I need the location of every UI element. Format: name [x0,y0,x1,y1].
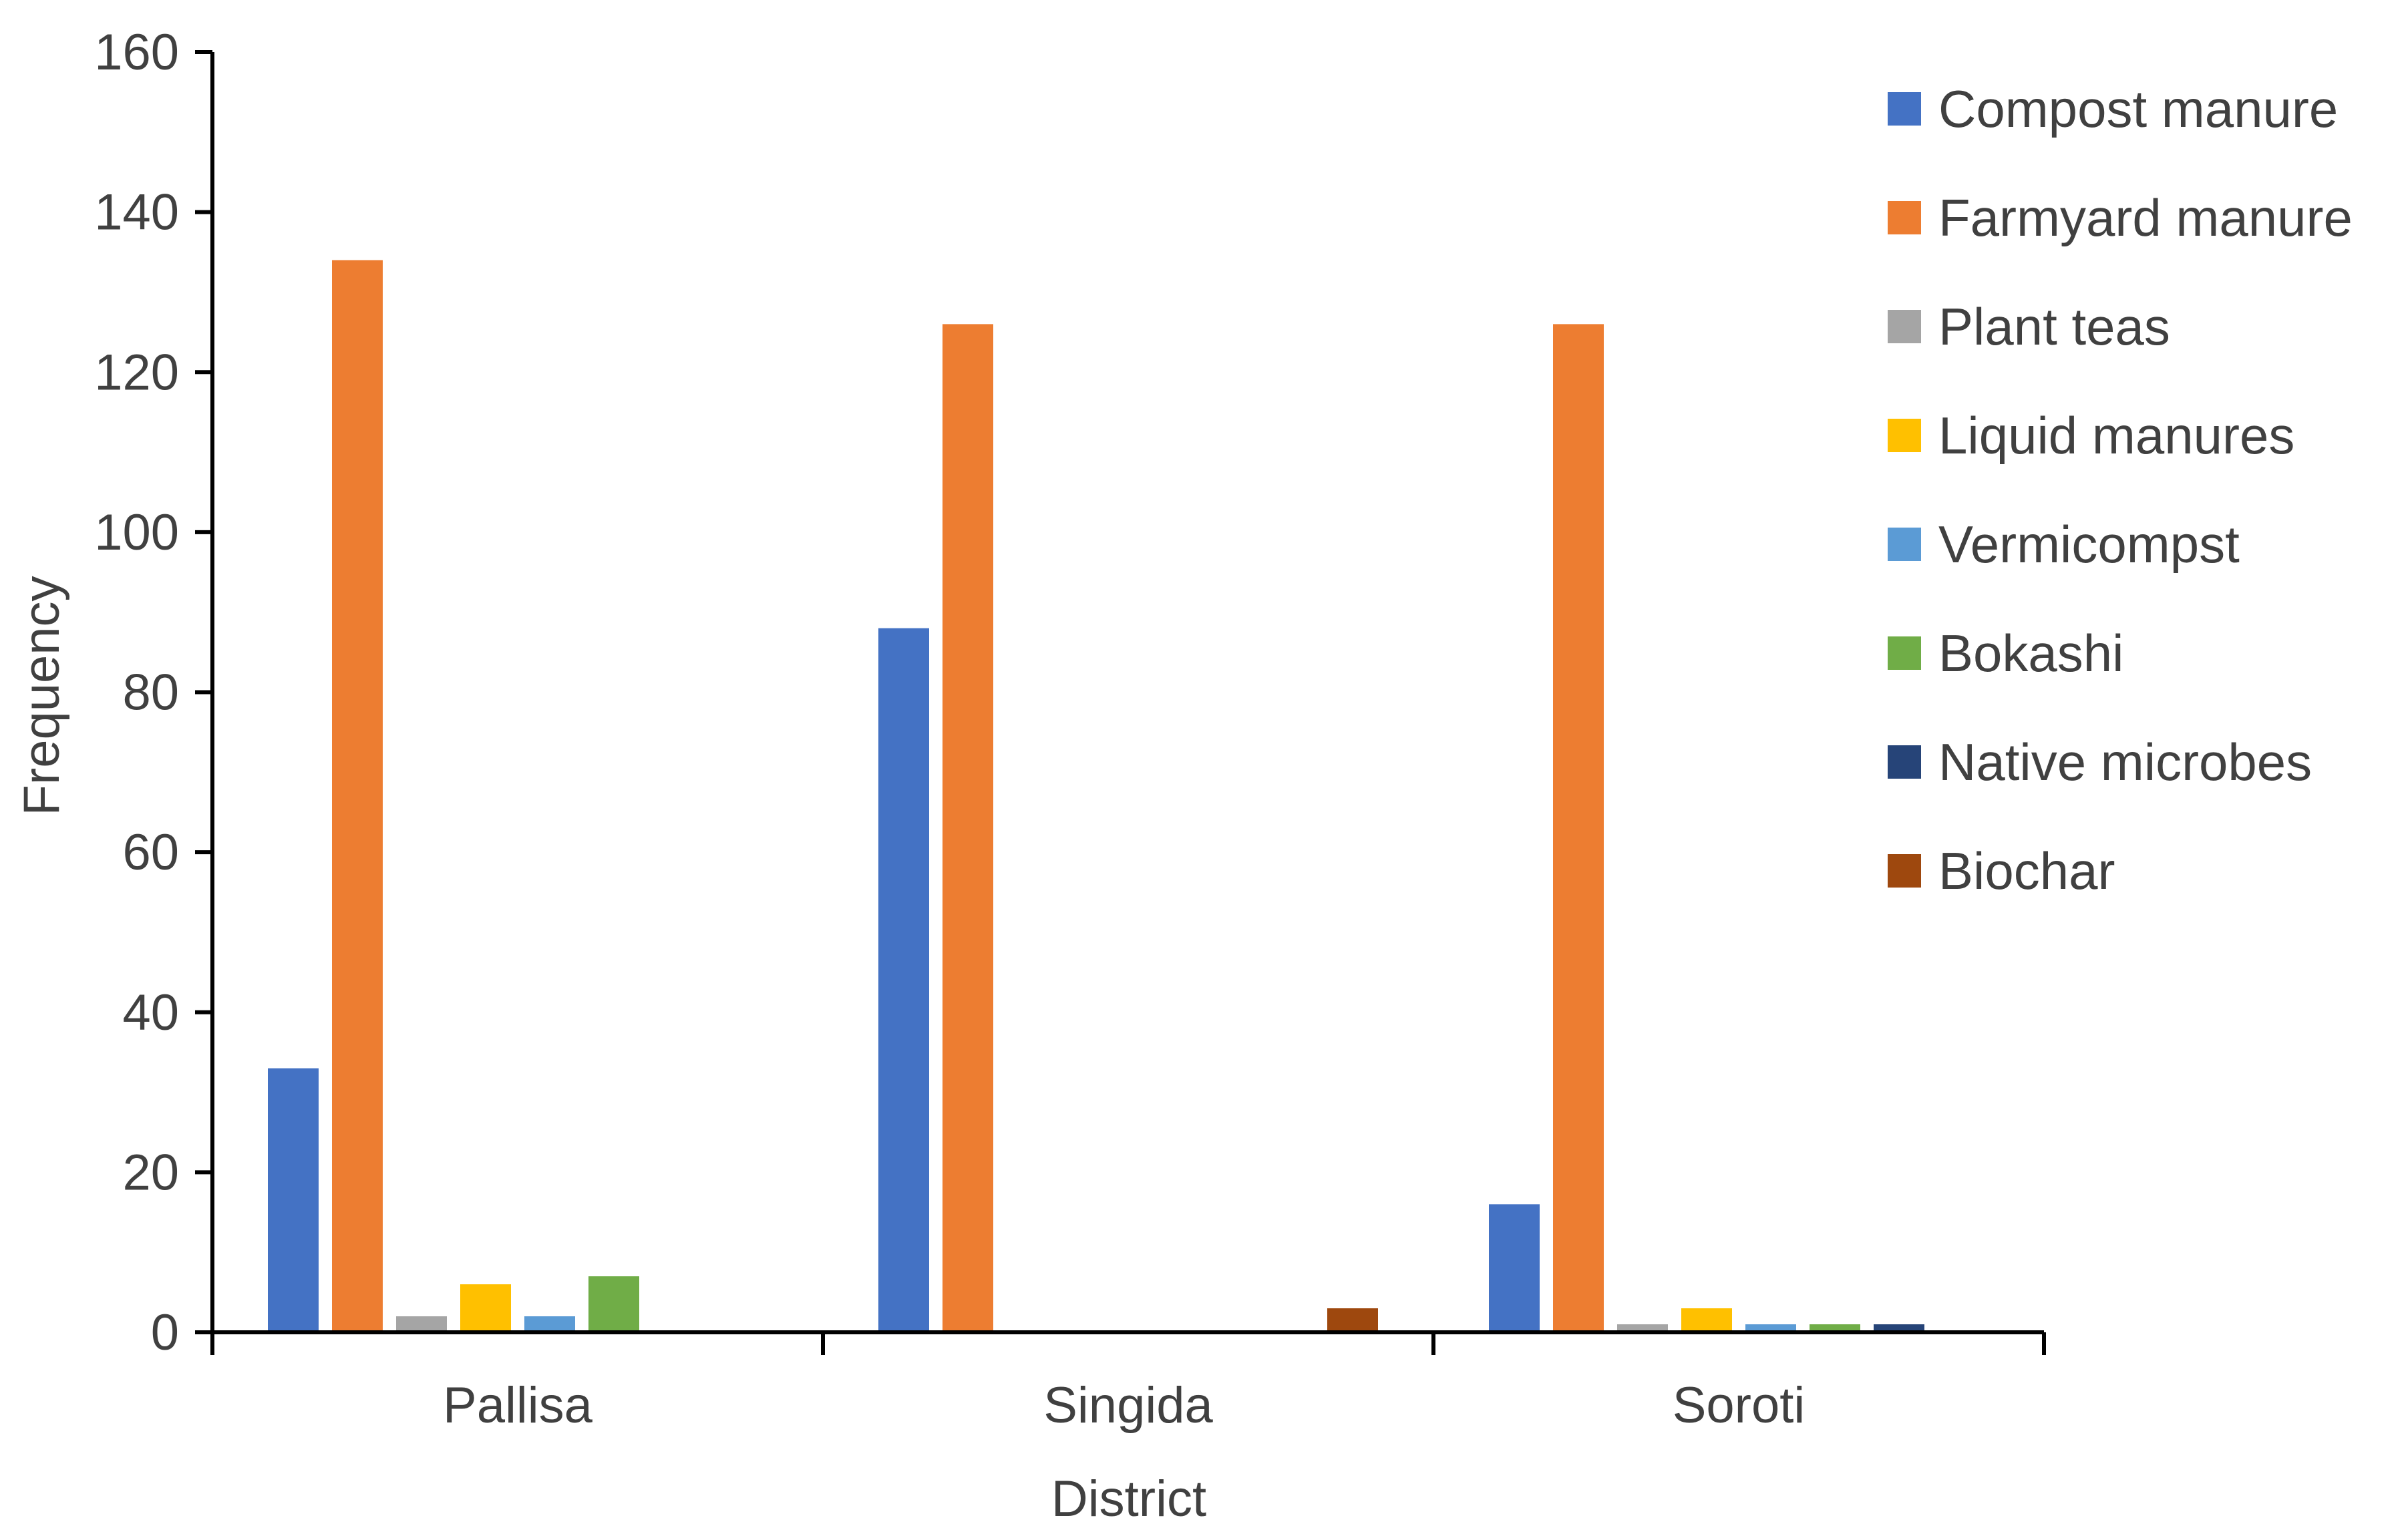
y-tick-label: 120 [94,344,179,401]
legend-swatch [1888,745,1921,779]
y-tick-label: 80 [122,664,179,721]
x-axis-title: District [1051,1471,1206,1527]
legend-swatch [1888,201,1921,234]
legend-label: Farmyard manure [1938,188,2353,247]
bar-plant-teas-pallisa [396,1316,447,1332]
y-tick-label: 160 [94,24,179,81]
y-tick-label: 100 [94,504,179,561]
y-tick-label: 0 [151,1304,179,1361]
bar-native-microbes-soroti [1874,1324,1924,1332]
legend-label: Compost manure [1938,79,2338,138]
bar-vermicompst-soroti [1745,1324,1796,1332]
legend-swatch [1888,854,1921,888]
legend-label: Plant teas [1938,297,2170,356]
bar-vermicompst-pallisa [524,1316,575,1332]
bar-farmyard-manure-pallisa [332,260,383,1333]
legend-label: Liquid manures [1938,406,2294,465]
bar-compost-manure-pallisa [268,1068,319,1332]
x-category-label: Singida [1043,1377,1213,1434]
legend-swatch [1888,92,1921,126]
legend: Compost manure Farmyard manure Plant teas L… [1888,79,2353,900]
legend-swatch [1888,310,1921,343]
legend-label: Vermicompst [1938,515,2240,574]
bars-layer [268,260,1924,1333]
y-tick-label: 60 [122,824,179,881]
y-tick-label: 40 [122,984,179,1041]
bar-farmyard-manure-soroti [1553,324,1604,1332]
legend-swatch [1888,528,1921,561]
bar-plant-teas-soroti [1617,1324,1668,1332]
legend-label: Bokashi [1938,624,2124,683]
bar-bokashi-pallisa [588,1276,639,1332]
bar-liquid-manures-soroti [1681,1308,1732,1332]
x-category-label: Soroti [1673,1377,1806,1434]
legend-label: Biochar [1938,841,2115,900]
bar-liquid-manures-pallisa [460,1284,511,1332]
y-axis-title: Frequency [13,576,70,815]
legend-label: Native microbes [1938,733,2312,791]
legend-swatch [1888,636,1921,670]
legend-swatch [1888,419,1921,452]
y-tick-label: 20 [122,1144,179,1201]
bar-bokashi-soroti [1810,1324,1860,1332]
axes-layer: 0 20 40 60 80 100 120 140 160 Pallisa Singida Sorot… [94,24,2046,1434]
bar-biochar-singida [1327,1308,1378,1332]
bar-compost-manure-singida [878,628,929,1332]
bar-farmyard-manure-singida [942,324,993,1332]
x-category-label: Pallisa [443,1377,593,1434]
y-tick-label: 140 [94,184,179,241]
bar-compost-manure-soroti [1489,1204,1540,1332]
